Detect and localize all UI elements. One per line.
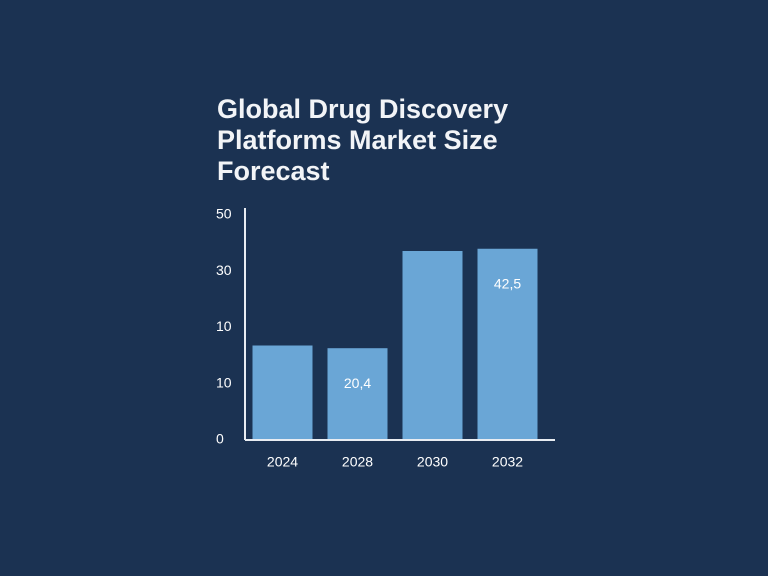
x-tick-label: 2024: [267, 454, 298, 470]
x-tick-label: 2032: [492, 454, 523, 470]
chart-title: Forecast: [217, 156, 330, 186]
x-tick-label: 2028: [342, 454, 373, 470]
value-label: 20,4: [344, 375, 371, 391]
y-tick-label: 10: [216, 374, 232, 390]
x-tick-label: 2030: [417, 454, 448, 470]
y-tick-label: 0: [216, 431, 224, 447]
bar: [477, 248, 538, 440]
value-label: 42,5: [494, 275, 521, 291]
y-tick-label: 50: [216, 206, 232, 222]
bar: [252, 345, 313, 440]
y-tick-label: 10: [216, 318, 232, 334]
chart-title: Global Drug Discovery: [217, 94, 508, 124]
bar: [402, 251, 463, 440]
bar: [327, 348, 388, 440]
y-tick-label: 30: [216, 262, 232, 278]
chart-title: Platforms Market Size: [217, 125, 498, 155]
